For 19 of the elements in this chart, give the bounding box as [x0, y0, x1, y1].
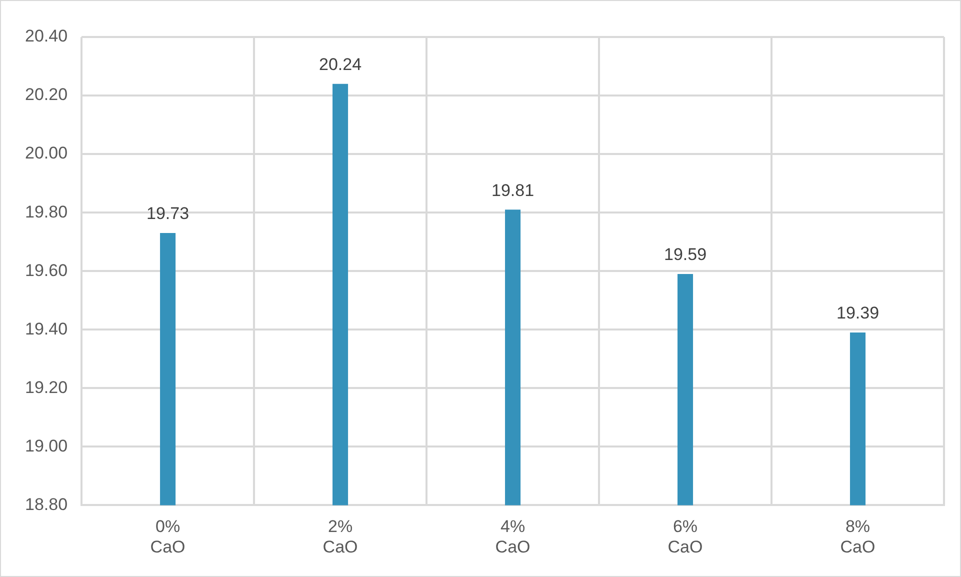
data-label: 19.39 — [836, 304, 880, 323]
data-label: 19.81 — [491, 180, 534, 200]
y-tick-label: 18.80 — [24, 494, 68, 514]
y-tick-label: 19.80 — [24, 202, 68, 222]
y-tick-label: 19.20 — [24, 378, 68, 397]
x-tick-label: 4% CaO — [495, 517, 530, 556]
x-tick-label: 6% CaO — [668, 517, 703, 556]
y-tick-label: 20.40 — [24, 26, 68, 46]
x-tick-label: 0% CaO — [150, 517, 186, 556]
y-tick-label: 19.60 — [24, 260, 68, 280]
x-tick-label: 2% CaO — [322, 517, 358, 556]
y-tick-label: 20.00 — [24, 144, 68, 163]
data-label: 19.73 — [146, 204, 190, 224]
x-tick-label: 8% CaO — [840, 517, 876, 556]
data-label: 20.24 — [319, 55, 362, 74]
data-label: 19.59 — [664, 245, 707, 264]
y-tick-label: 19.00 — [24, 436, 68, 456]
y-tick-label: 19.40 — [24, 319, 68, 338]
y-tick-label: 20.20 — [24, 85, 68, 104]
